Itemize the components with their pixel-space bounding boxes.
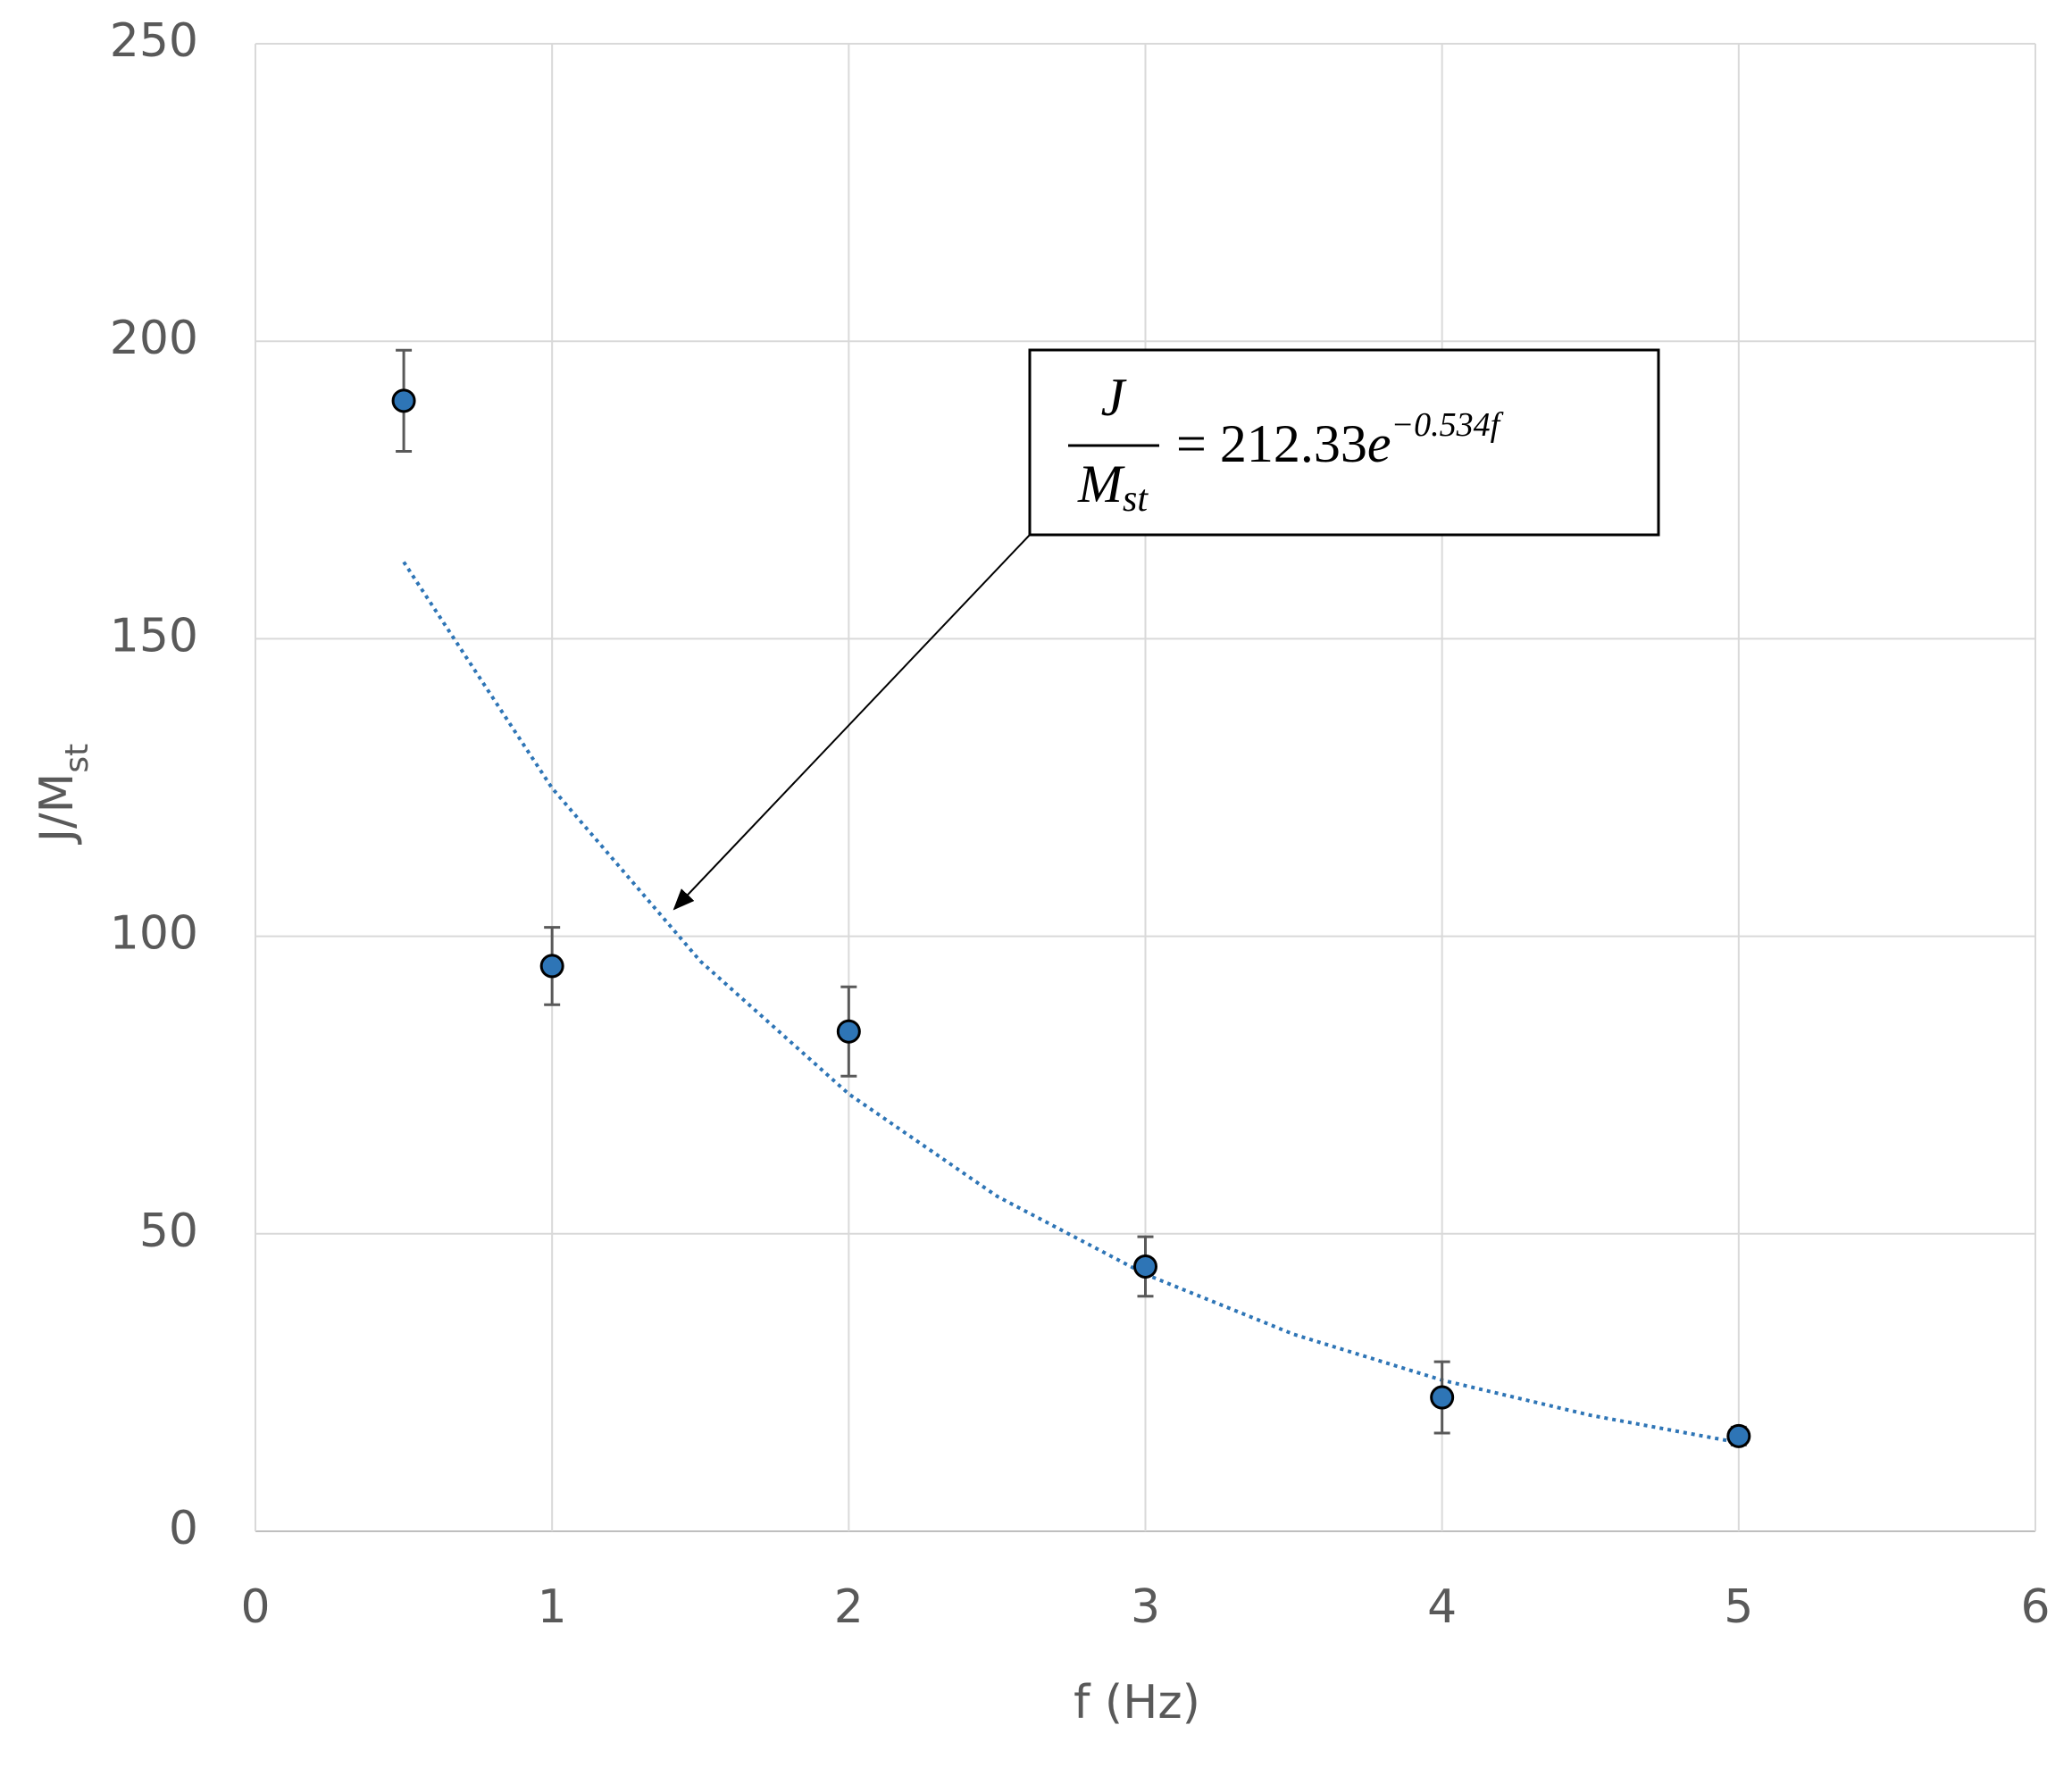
eq-exponent: −0.534f [1391,406,1503,444]
y-tick-label: 100 [110,907,198,961]
y-axis-title-sub: st [59,744,96,773]
annotation-arrow [673,534,1031,911]
x-tick-label: 6 [2020,1580,2050,1634]
x-tick-label: 3 [1131,1580,1160,1634]
y-axis-title-main: J/M [30,773,84,846]
x-tick-label: 5 [1724,1580,1753,1634]
data-point [1133,1254,1157,1279]
eq-denominator-sub: st [1123,479,1149,520]
eq-numerator: J [1101,368,1127,427]
data-point [391,388,416,413]
data-point [1726,1423,1751,1448]
y-tick-label: 200 [110,312,198,365]
x-axis-title: f (Hz) [1074,1676,1200,1729]
grid [255,43,2036,1532]
data-point [539,954,564,979]
eq-equals: = 212.33 [1176,414,1367,473]
data-point [1430,1385,1455,1410]
x-tick-label: 1 [538,1580,567,1634]
y-tick-label: 250 [110,14,198,68]
x-tick-label: 4 [1427,1580,1457,1634]
annotation-box [1028,348,1660,537]
eq-denominator-main: M [1077,454,1125,513]
x-tick-label: 0 [240,1580,270,1634]
eq-base: e [1367,414,1391,473]
y-tick-label: 150 [110,609,198,663]
eq-right: = 212.33e−0.534f [1176,406,1504,473]
y-axis-title: J/Mst [30,744,96,846]
data-point [836,1019,861,1044]
eq-denominator: Mst [1077,454,1149,520]
marks [391,348,1751,1448]
trendline [402,561,1740,1445]
y-tick-label: 50 [139,1204,198,1258]
y-tick-label: 0 [169,1502,198,1555]
x-tick-label: 2 [834,1580,864,1634]
